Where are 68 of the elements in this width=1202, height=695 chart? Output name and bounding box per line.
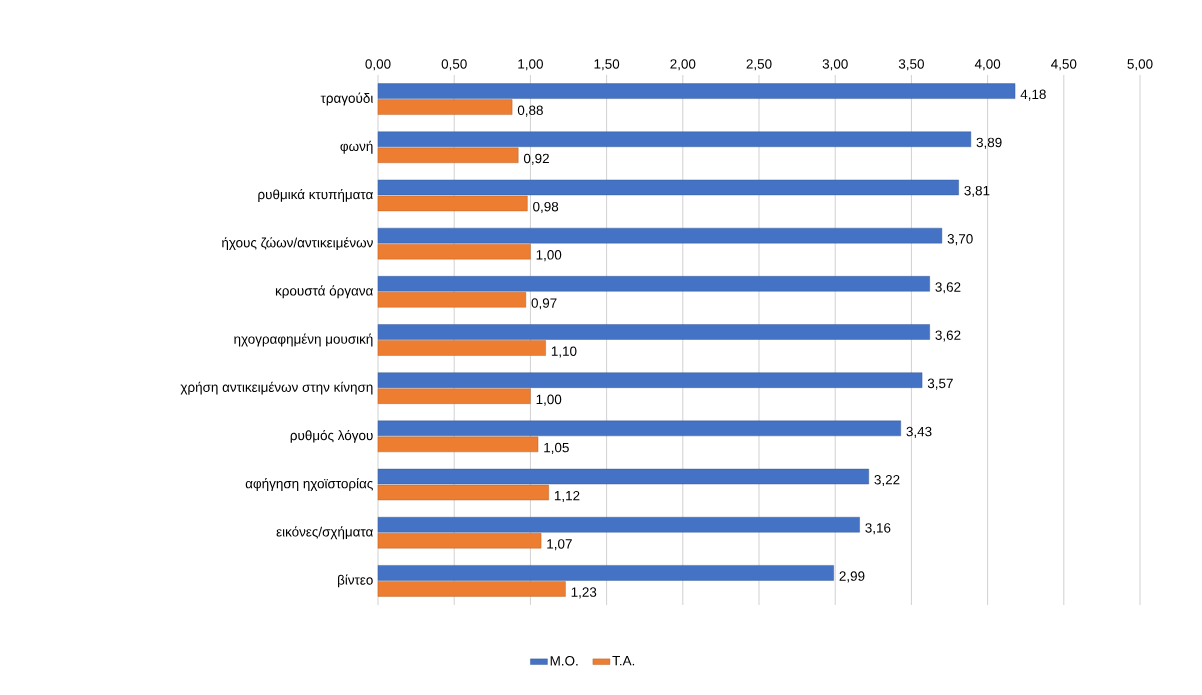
bar xyxy=(377,517,860,533)
bar xyxy=(377,436,539,453)
x-tick-label: 1,00 xyxy=(518,59,543,71)
y-tick-label: ρυθμικά κτυπήματα xyxy=(258,188,373,202)
data-label: 3,62 xyxy=(935,330,961,342)
data-label: 3,57 xyxy=(927,378,953,390)
bar xyxy=(377,131,972,147)
x-tick-label: 2,50 xyxy=(746,59,772,71)
data-label: 1,12 xyxy=(554,490,580,503)
y-tick-label: εικόνες/σχήματα xyxy=(276,526,373,540)
data-label: 4,18 xyxy=(1020,89,1046,101)
y-tick-label: ήχους ζώων/αντικειμένων xyxy=(222,237,373,251)
data-label: 0,88 xyxy=(517,105,543,117)
data-label: 3,81 xyxy=(964,185,990,197)
bar xyxy=(377,195,528,212)
x-tick-label: 3,00 xyxy=(822,59,848,71)
x-tick-label: 0,50 xyxy=(441,59,467,71)
data-label: 3,43 xyxy=(906,426,932,438)
data-label: 3,22 xyxy=(874,474,900,487)
x-tick-label: 4,00 xyxy=(974,59,1001,71)
bar xyxy=(377,372,923,388)
data-label: 3,16 xyxy=(865,523,891,535)
y-tick-label: ρυθμός λόγου xyxy=(290,429,373,443)
bar xyxy=(377,99,513,115)
bar xyxy=(377,83,1016,99)
bar xyxy=(377,340,546,356)
y-tick-label: αφήγηση ηχοϊστορίας xyxy=(245,478,373,491)
data-label: 1,00 xyxy=(536,250,562,262)
legend-label: Μ.Ο. xyxy=(550,656,578,666)
bar xyxy=(377,565,834,581)
data-label: 3,70 xyxy=(947,234,973,246)
bar xyxy=(377,147,519,163)
y-tick-label: βίντεο xyxy=(338,574,373,588)
bar xyxy=(377,276,930,292)
bar xyxy=(377,581,566,597)
y-tick-label: κρουστά όργανα xyxy=(275,285,373,299)
x-tick-label: 1,50 xyxy=(594,59,620,71)
bar xyxy=(377,292,527,308)
bar xyxy=(377,420,901,437)
bar xyxy=(377,468,869,485)
y-tick-label: χρήση αντικειμένων στην κίνηση xyxy=(180,381,373,395)
data-label: 0,92 xyxy=(523,153,549,165)
x-tick-label: 0,00 xyxy=(365,59,391,71)
data-label: 2,99 xyxy=(839,571,865,583)
y-tick-label: τραγούδι xyxy=(320,92,373,106)
data-label: 1,23 xyxy=(571,587,597,599)
bar xyxy=(377,179,959,196)
x-tick-label: 3,50 xyxy=(898,59,924,71)
bar xyxy=(377,388,531,404)
bar xyxy=(377,324,930,340)
legend-label: Τ.Α. xyxy=(612,656,635,666)
bar xyxy=(377,243,531,260)
x-tick-label: 5,00 xyxy=(1127,59,1153,71)
bar xyxy=(377,484,549,501)
data-label: 1,10 xyxy=(551,346,577,358)
data-label: 0,97 xyxy=(531,298,557,310)
data-label: 1,05 xyxy=(544,442,569,454)
bar xyxy=(377,227,943,244)
data-label: 1,00 xyxy=(536,394,562,406)
x-tick-label: 4,50 xyxy=(1051,59,1077,71)
data-label: 3,62 xyxy=(935,282,961,294)
data-label: 0,98 xyxy=(533,201,559,213)
data-label: 3,89 xyxy=(976,137,1002,149)
bar xyxy=(377,533,542,549)
y-tick-label: ηχογραφημένη μουσική xyxy=(234,333,373,347)
x-tick-label: 2,00 xyxy=(670,59,696,71)
data-label: 1,07 xyxy=(547,539,572,551)
y-tick-label: φωνή xyxy=(340,140,373,154)
